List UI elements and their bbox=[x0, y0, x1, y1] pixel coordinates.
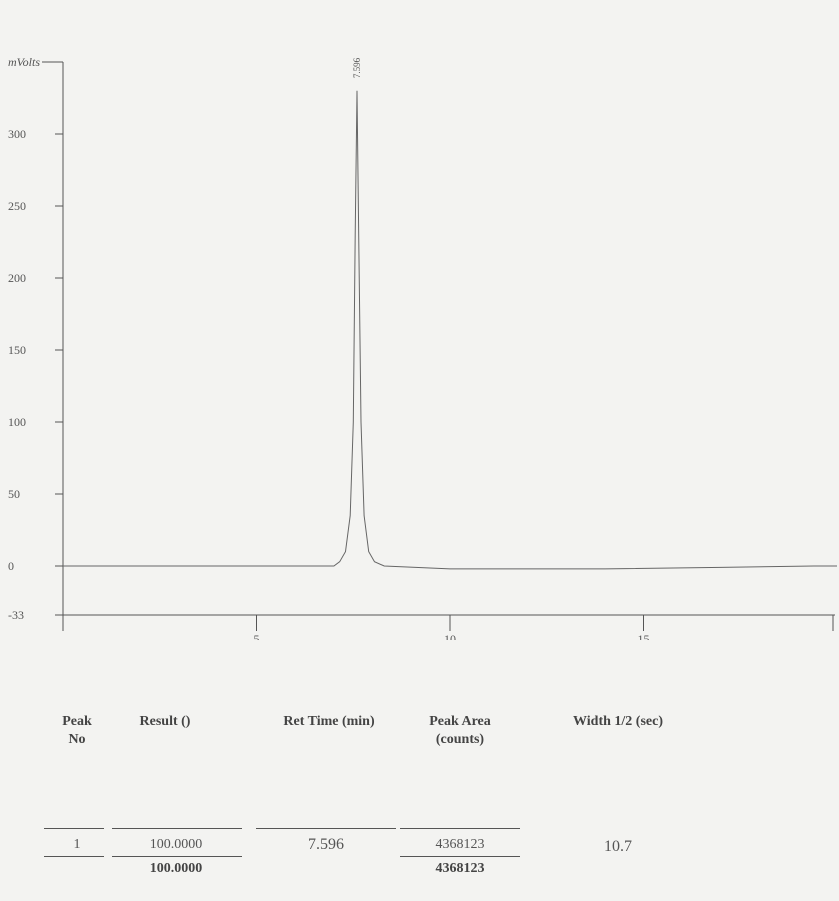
total-result: 100.0000 bbox=[149, 861, 203, 876]
y-axis-label: mVolts bbox=[8, 55, 40, 69]
y-tick-label: 250 bbox=[8, 199, 26, 213]
chromatogram-chart: mVolts-3305010015020025030051015Minutes … bbox=[8, 55, 837, 640]
cell-peak-area: 4368123 bbox=[435, 837, 485, 852]
y-tick-label: 150 bbox=[8, 343, 26, 357]
chromatogram-line bbox=[63, 90, 837, 570]
header-peak-no: Peak No bbox=[62, 714, 92, 747]
chart-axes: mVolts-3305010015020025030051015Minutes bbox=[8, 55, 835, 640]
rule-upper-area bbox=[400, 828, 520, 829]
cell-ret-time: 7.596 bbox=[308, 836, 344, 853]
rule-upper-ret bbox=[256, 828, 396, 829]
rule-lower-area bbox=[400, 856, 520, 857]
cell-width: 10.7 bbox=[604, 838, 632, 855]
peak-label: 7.596 bbox=[352, 57, 362, 78]
header-peak-area: Peak Area (counts) bbox=[429, 714, 491, 747]
y-tick-label: 50 bbox=[8, 487, 20, 501]
header-result: Result () bbox=[139, 714, 191, 729]
y-tick-label: 100 bbox=[8, 415, 26, 429]
total-area: 4368123 bbox=[435, 861, 485, 876]
y-tick-label: 200 bbox=[8, 271, 26, 285]
chart-trace: 7.596 bbox=[63, 57, 837, 570]
rule-upper-peak bbox=[44, 828, 104, 829]
y-tick-label: -33 bbox=[8, 608, 24, 622]
y-tick-label: 300 bbox=[8, 127, 26, 141]
rule-upper-result bbox=[112, 828, 242, 829]
header-width: Width 1/2 (sec) bbox=[573, 714, 663, 729]
header-ret-time: Ret Time (min) bbox=[283, 714, 375, 729]
x-tick-label: 15 bbox=[638, 632, 650, 640]
rule-lower-peak bbox=[44, 856, 104, 857]
y-tick-label: 0 bbox=[8, 559, 14, 573]
rule-lower-result bbox=[112, 856, 242, 857]
cell-peak-no: 1 bbox=[73, 837, 81, 852]
x-tick-label: 5 bbox=[254, 632, 260, 640]
x-tick-label: 10 bbox=[444, 632, 456, 640]
cell-result: 100.0000 bbox=[149, 837, 203, 852]
